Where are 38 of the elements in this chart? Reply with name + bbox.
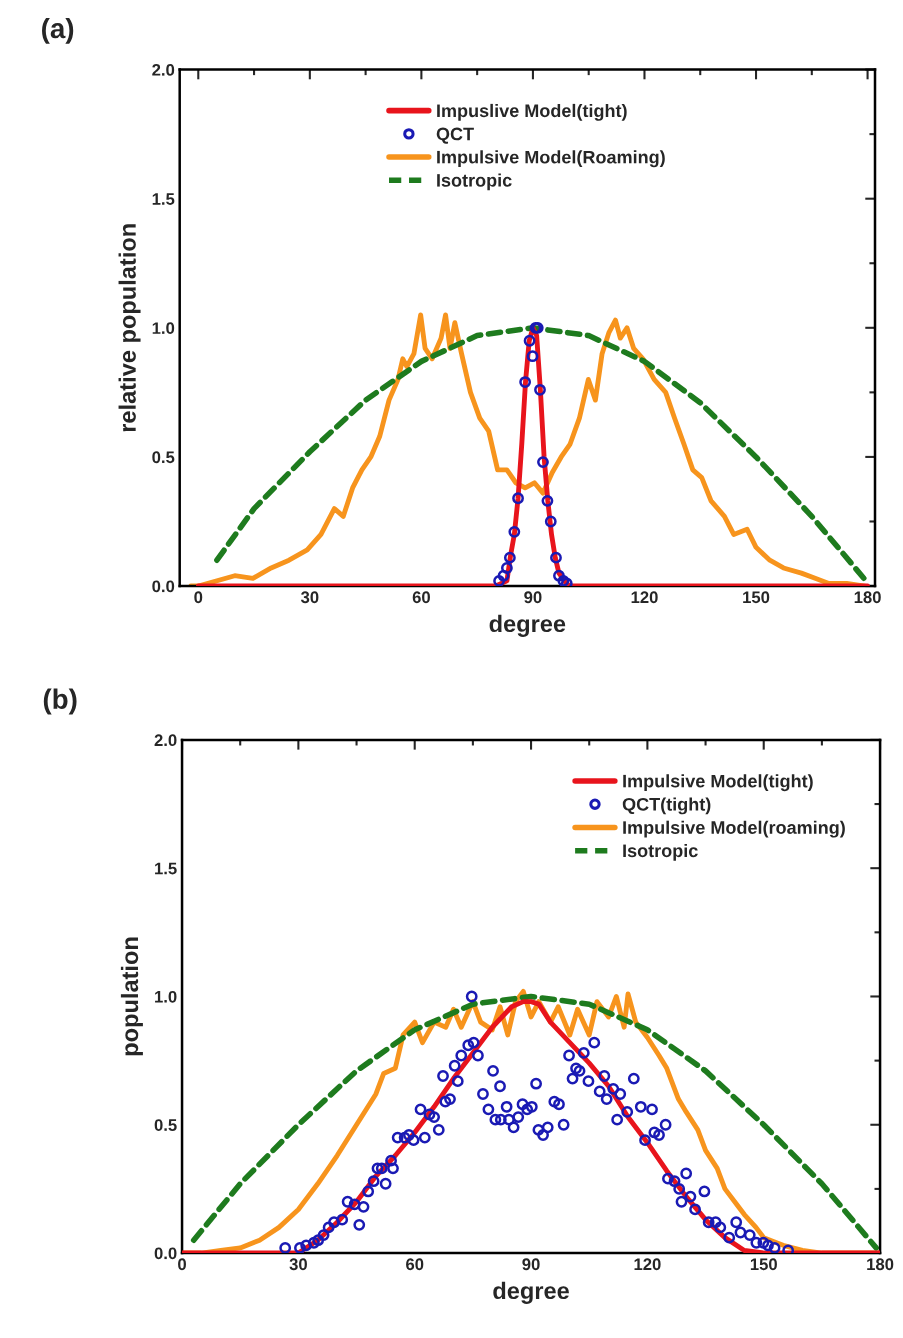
legend-label: Isotropic bbox=[623, 843, 698, 861]
legend-label: Isotropic bbox=[437, 173, 512, 191]
x-axis-title: degree bbox=[489, 614, 566, 637]
x-tick-label: 180 bbox=[867, 1258, 894, 1271]
x-tick-label: 150 bbox=[750, 1258, 777, 1271]
y-axis-title: population bbox=[120, 937, 143, 1056]
x-tick-label: 60 bbox=[412, 591, 430, 604]
x-tick-label: 90 bbox=[524, 591, 542, 604]
legend-label: Impulsive Model(Roaming) bbox=[437, 150, 665, 168]
legend-label: Impulsive Model(tight) bbox=[623, 774, 813, 792]
y-tick-label: 0.5 bbox=[152, 451, 175, 464]
legend-label: QCT bbox=[436, 127, 474, 144]
legend-label: QCT(tight) bbox=[622, 797, 711, 815]
text: (b) bbox=[43, 688, 77, 715]
y-tick-label: 1.0 bbox=[152, 322, 175, 335]
y-tick-label: 0.0 bbox=[154, 1247, 177, 1260]
legend-label: Impulsive Model(roaming) bbox=[623, 820, 845, 838]
x-tick-label: 150 bbox=[743, 591, 770, 604]
y-tick-label: 1.5 bbox=[152, 193, 175, 205]
x-tick-label: 180 bbox=[854, 591, 881, 604]
x-tick-label: 30 bbox=[300, 591, 319, 604]
x-tick-label: 120 bbox=[631, 591, 658, 604]
y-tick-label: 0.0 bbox=[152, 580, 175, 593]
x-tick-label: 60 bbox=[406, 1258, 424, 1271]
x-axis-title: degree bbox=[493, 1281, 569, 1304]
y-tick-label: 0.5 bbox=[154, 1119, 177, 1131]
x-tick-label: 0 bbox=[194, 591, 203, 604]
text: (a) bbox=[42, 17, 74, 44]
y-tick-label: 1.5 bbox=[155, 862, 177, 875]
x-tick-label: 120 bbox=[634, 1258, 661, 1271]
x-tick-label: 30 bbox=[289, 1258, 307, 1271]
y-tick-label: 2.0 bbox=[154, 734, 177, 747]
x-tick-label: 0 bbox=[178, 1258, 186, 1271]
y-tick-label: 2.0 bbox=[152, 63, 175, 76]
legend-label: Impuslive Model(tight) bbox=[437, 103, 627, 121]
y-tick-label: 1.0 bbox=[155, 990, 177, 1003]
y-axis-title: relative population bbox=[118, 224, 141, 432]
x-tick-label: 90 bbox=[522, 1258, 540, 1271]
